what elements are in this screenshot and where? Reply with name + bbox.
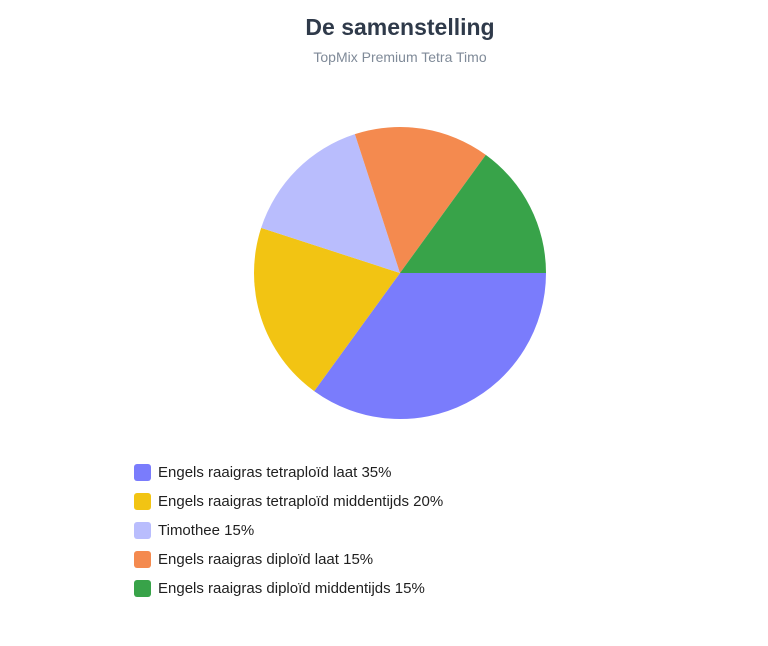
pie-slice-4[interactable] <box>354 127 486 273</box>
pie-slice-3[interactable] <box>261 134 400 273</box>
legend-item[interactable]: Timothee 15% <box>134 516 443 545</box>
legend-item[interactable]: Engels raaigras tetraploïd middentijds 2… <box>134 487 443 516</box>
legend-swatch <box>134 522 151 539</box>
pie-slice-5[interactable] <box>400 154 546 273</box>
legend-item[interactable]: Engels raaigras tetraploïd laat 35% <box>134 458 443 487</box>
pie-slice-1[interactable] <box>314 273 546 420</box>
legend-swatch <box>134 493 151 510</box>
legend-item[interactable]: Engels raaigras diploïd middentijds 15% <box>134 574 443 603</box>
legend-label: Engels raaigras tetraploïd middentijds 2… <box>158 493 444 510</box>
legend-label: Engels raaigras diploïd middentijds 15% <box>158 580 425 597</box>
chart-title: De samenstelling <box>305 14 495 40</box>
legend-label: Engels raaigras diploïd laat 15% <box>158 551 374 568</box>
legend-swatch <box>134 464 151 481</box>
legend-swatch <box>134 551 151 568</box>
legend-label: Timothee 15% <box>158 522 255 539</box>
pie-slice-2[interactable] <box>254 227 400 392</box>
legend-swatch <box>134 580 151 597</box>
chart-subtitle: TopMix Premium Tetra Timo <box>313 49 487 65</box>
chart-legend: Engels raaigras tetraploïd laat 35% Enge… <box>134 458 443 603</box>
legend-label: Engels raaigras tetraploïd laat 35% <box>158 464 392 481</box>
legend-item[interactable]: Engels raaigras diploïd laat 15% <box>134 545 443 574</box>
